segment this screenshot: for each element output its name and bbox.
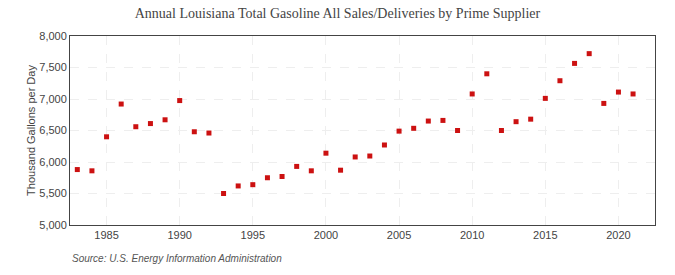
- svg-text:2020: 2020: [606, 229, 630, 241]
- svg-text:2000: 2000: [314, 229, 338, 241]
- svg-text:2015: 2015: [533, 229, 557, 241]
- svg-text:2005: 2005: [387, 229, 411, 241]
- svg-text:1995: 1995: [241, 229, 265, 241]
- svg-text:7,500: 7,500: [39, 61, 67, 73]
- svg-text:5,500: 5,500: [39, 187, 67, 199]
- svg-text:2010: 2010: [460, 229, 484, 241]
- svg-text:1985: 1985: [94, 229, 118, 241]
- svg-text:Annual Louisiana Total Gasolin: Annual Louisiana Total Gasoline All Sale…: [135, 6, 541, 21]
- svg-text:Thousand Gallons per Day: Thousand Gallons per Day: [25, 65, 37, 196]
- svg-text:1990: 1990: [167, 229, 191, 241]
- svg-text:6,500: 6,500: [39, 124, 67, 136]
- svg-text:8,000: 8,000: [39, 30, 67, 42]
- svg-text:7,000: 7,000: [39, 93, 67, 105]
- svg-text:5,000: 5,000: [39, 219, 67, 231]
- svg-text:Source: U.S. Energy Informatio: Source: U.S. Energy Information Administ…: [72, 253, 282, 264]
- svg-text:6,000: 6,000: [39, 156, 67, 168]
